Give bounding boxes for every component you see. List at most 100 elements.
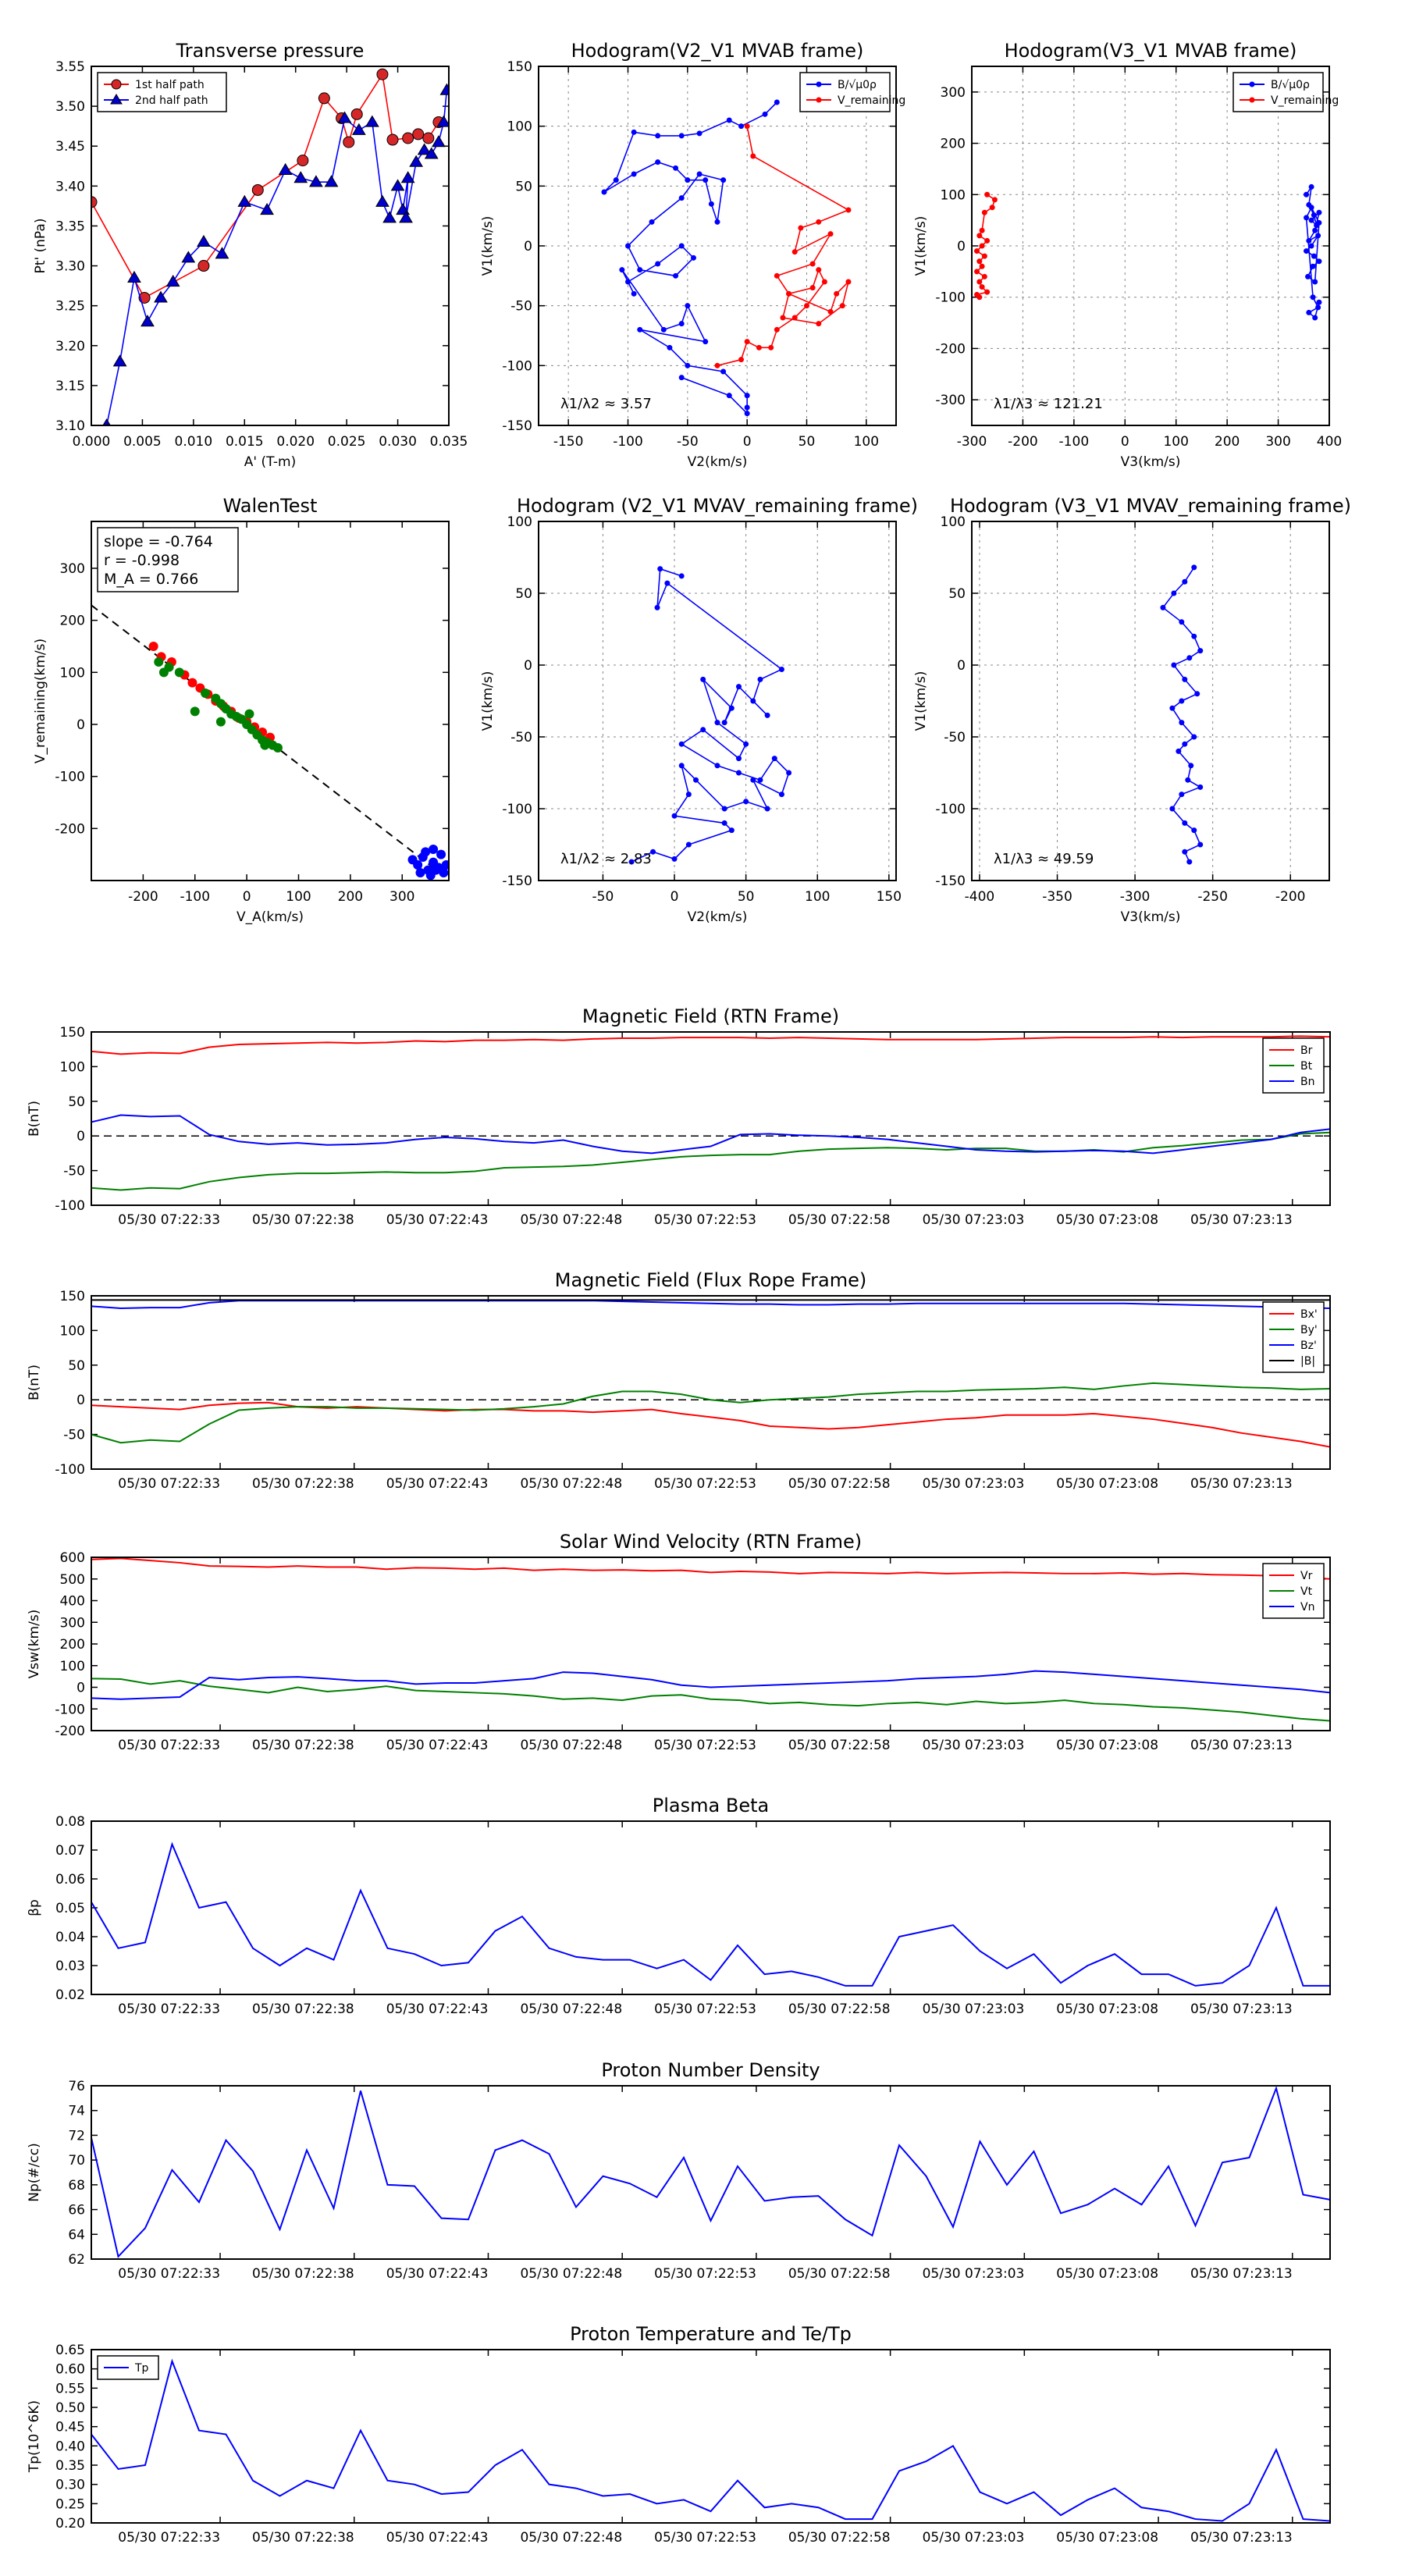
data-point xyxy=(1315,233,1321,239)
y-tick-label: 150 xyxy=(507,59,532,75)
data-point xyxy=(1191,633,1197,639)
data-point xyxy=(1316,258,1322,265)
x-tick-label: 05/30 07:22:58 xyxy=(788,2530,891,2546)
x-tick-label: 05/30 07:22:58 xyxy=(788,1738,891,1753)
data-point xyxy=(402,132,414,144)
data-point xyxy=(1171,662,1177,668)
chart-title: Plasma Beta xyxy=(653,1795,769,1816)
x-tick-label: 05/30 07:22:33 xyxy=(118,2266,220,2282)
y-tick-label: 300 xyxy=(60,561,85,577)
plot-area xyxy=(974,183,1322,321)
plot-area xyxy=(1160,564,1204,865)
data-point xyxy=(1316,209,1322,215)
series-V-remaining xyxy=(714,123,852,368)
data-point xyxy=(786,290,792,297)
plot-area xyxy=(628,566,792,865)
y-tick-label: 200 xyxy=(941,137,966,152)
x-tick-label: 05/30 07:23:13 xyxy=(1190,1738,1293,1753)
y-tick-label: -100 xyxy=(55,1198,85,1214)
series-red xyxy=(148,642,275,742)
data-point xyxy=(215,717,226,727)
data-point xyxy=(400,171,415,183)
data-point xyxy=(1191,564,1197,571)
hodogram-mvab-v2v1-chart: -150 -100 -50 0 50 100 -150 -100 -50 0 50 100 150 Hod… xyxy=(480,40,905,470)
y-axis-ticks: -200 -100 0 100 200 300 xyxy=(55,561,449,837)
data-point xyxy=(768,344,774,350)
series-Tp xyxy=(91,2358,1330,2522)
data-point xyxy=(721,806,727,812)
stats-line: slope = -0.764 xyxy=(104,533,213,550)
x-axis-label: V3(km/s) xyxy=(1121,909,1181,925)
data-point xyxy=(1179,619,1185,625)
data-point xyxy=(735,770,742,776)
data-point xyxy=(696,171,702,177)
data-point xyxy=(762,111,768,117)
y-tick-label: -300 xyxy=(935,393,966,408)
y-tick-label: 0.40 xyxy=(55,2439,85,2454)
grid xyxy=(972,521,1329,881)
data-point xyxy=(1185,777,1191,783)
magnetic-field-rtn-chart: 05/30 07:22:33 05/30 07:22:38 05/30 07:22:… xyxy=(27,1005,1331,1228)
data-point xyxy=(181,251,196,263)
x-tick-label: 300 xyxy=(1265,434,1290,450)
x-tick-label: 05/30 07:23:13 xyxy=(1190,2001,1293,2017)
x-tick-label: 05/30 07:22:43 xyxy=(386,1738,489,1753)
proton-temperature-chart: 05/30 07:22:33 05/30 07:22:38 05/30 07:22:… xyxy=(27,2323,1331,2546)
x-axis-ticks: -200 -100 0 100 200 300 xyxy=(128,521,414,905)
data-point xyxy=(324,175,339,187)
y-axis-ticks: -100 -50 0 50 100 150 xyxy=(55,1025,1330,1214)
y-tick-label: 0.45 xyxy=(55,2420,85,2435)
data-point xyxy=(1186,859,1193,865)
data-point xyxy=(816,219,822,225)
y-axis-ticks: -150 -100 -50 0 50 100 xyxy=(935,514,1329,889)
data-point xyxy=(1169,806,1176,812)
data-point xyxy=(696,130,702,137)
x-tick-label: 05/30 07:22:48 xyxy=(520,1212,622,1228)
legend-label: Vt xyxy=(1300,1585,1313,1598)
series-line xyxy=(91,1401,1330,1448)
data-point xyxy=(439,83,449,95)
data-point xyxy=(678,243,685,249)
x-tick-label: -400 xyxy=(965,889,995,905)
x-axis-ticks: 05/30 07:22:33 05/30 07:22:38 05/30 07:22:… xyxy=(118,1296,1293,1492)
data-point xyxy=(685,841,692,848)
x-tick-label: 05/30 07:22:53 xyxy=(654,2001,756,2017)
data-point xyxy=(309,175,323,187)
data-point xyxy=(197,260,210,272)
x-tick-label: 05/30 07:22:48 xyxy=(520,2530,622,2546)
legend-marker xyxy=(816,81,822,87)
y-tick-label: 76 xyxy=(68,2079,85,2094)
x-axis-ticks: 05/30 07:22:33 05/30 07:22:38 05/30 07:22:… xyxy=(118,1032,1293,1228)
data-point xyxy=(1308,243,1314,249)
y-tick-label: 100 xyxy=(60,1323,85,1339)
legend-label: |B| xyxy=(1300,1355,1315,1368)
plot-area xyxy=(91,68,449,425)
data-point xyxy=(293,171,308,183)
plot-area xyxy=(601,99,852,417)
axes-frame xyxy=(91,1557,1331,1731)
data-point xyxy=(631,129,637,135)
data-point xyxy=(735,756,742,762)
eigenvalue-ratio-label: λ1/λ2 ≈ 3.57 xyxy=(560,396,652,412)
data-point xyxy=(421,847,431,857)
data-point xyxy=(845,207,852,213)
data-point xyxy=(413,860,423,870)
data-point xyxy=(148,642,158,651)
data-point xyxy=(744,411,750,417)
x-tick-label: 05/30 07:23:08 xyxy=(1056,2530,1158,2546)
y-tick-label: 62 xyxy=(68,2252,85,2268)
series--p xyxy=(91,1841,1330,1987)
legend-label: B/√μ0ρ xyxy=(1271,79,1310,91)
series-line xyxy=(91,1114,1330,1155)
data-point xyxy=(297,155,309,167)
data-point xyxy=(365,115,379,127)
data-point xyxy=(415,868,425,877)
data-point xyxy=(1182,578,1188,585)
x-tick-label: 0 xyxy=(243,889,251,905)
x-tick-label: -350 xyxy=(1042,889,1072,905)
data-point xyxy=(140,315,155,327)
chart-title: Proton Temperature and Te/Tp xyxy=(570,2323,852,2345)
proton-number-density-chart: 05/30 07:22:33 05/30 07:22:38 05/30 07:22:… xyxy=(27,2059,1331,2282)
y-tick-label: 500 xyxy=(60,1572,85,1588)
x-tick-label: 05/30 07:23:08 xyxy=(1056,1476,1158,1492)
